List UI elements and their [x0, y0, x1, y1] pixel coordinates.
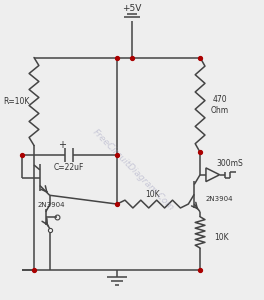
Text: R=10K: R=10K	[3, 97, 30, 106]
Text: 10K: 10K	[214, 233, 228, 242]
Text: 10K: 10K	[145, 190, 160, 199]
Text: 470
Ohm: 470 Ohm	[211, 95, 229, 115]
Text: +5V: +5V	[122, 4, 142, 13]
Text: +: +	[58, 140, 66, 150]
Text: 300mS: 300mS	[216, 158, 243, 167]
Text: FreeCircuitDiagram.Com: FreeCircuitDiagram.Com	[91, 128, 176, 212]
Text: 2N3904: 2N3904	[38, 202, 65, 208]
Text: 2N3904: 2N3904	[206, 196, 233, 202]
Text: C=22uF: C=22uF	[54, 164, 84, 172]
